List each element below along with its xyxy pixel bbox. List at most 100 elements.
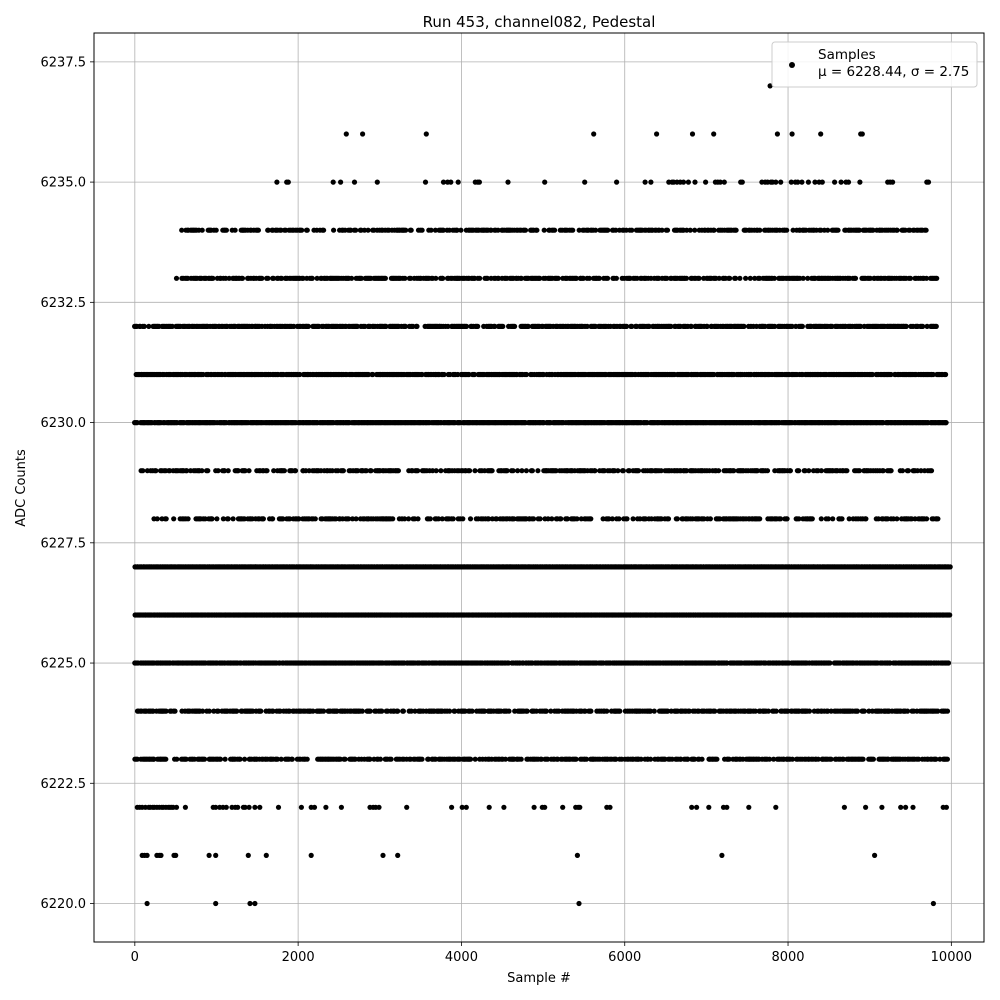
data-point xyxy=(624,516,630,522)
data-point xyxy=(576,227,582,233)
data-point xyxy=(440,227,446,233)
data-point xyxy=(467,516,474,522)
data-point xyxy=(441,371,447,378)
data-point xyxy=(154,516,160,522)
data-point xyxy=(163,516,169,522)
data-point xyxy=(223,227,229,233)
data-point xyxy=(338,179,344,185)
data-point xyxy=(408,275,414,281)
data-point xyxy=(522,227,529,233)
data-point xyxy=(402,275,408,281)
data-point xyxy=(805,275,811,281)
data-point xyxy=(809,516,815,522)
data-point xyxy=(330,179,336,185)
data-point xyxy=(741,323,747,329)
data-point xyxy=(818,131,824,137)
data-point xyxy=(232,227,238,233)
data-point xyxy=(171,516,177,522)
data-point xyxy=(806,468,812,474)
data-point xyxy=(246,468,252,474)
data-point xyxy=(415,516,421,522)
data-point xyxy=(382,275,388,281)
data-point xyxy=(500,323,506,329)
data-point xyxy=(519,468,525,474)
data-point xyxy=(414,323,420,329)
data-point xyxy=(406,516,412,522)
data-point xyxy=(688,323,694,329)
data-point xyxy=(689,131,696,137)
data-point xyxy=(210,275,216,281)
data-point xyxy=(270,516,276,522)
data-point xyxy=(739,179,745,185)
data-point xyxy=(716,275,722,281)
data-point xyxy=(552,227,558,233)
data-point xyxy=(440,179,447,185)
data-point xyxy=(383,323,389,329)
data-point xyxy=(408,227,414,233)
data-point xyxy=(799,323,806,329)
data-point xyxy=(199,468,205,474)
data-point xyxy=(349,275,355,281)
data-point xyxy=(448,179,454,185)
data-point xyxy=(265,275,271,281)
data-point xyxy=(304,227,310,233)
data-point xyxy=(205,468,211,474)
data-point xyxy=(733,227,739,233)
data-point xyxy=(704,323,710,329)
data-point xyxy=(179,227,185,233)
data-point xyxy=(584,323,590,329)
data-point xyxy=(629,323,635,329)
data-point xyxy=(613,275,620,281)
data-point xyxy=(331,227,337,233)
data-point xyxy=(239,275,246,281)
data-point xyxy=(857,179,863,185)
data-point xyxy=(788,179,794,185)
data-point xyxy=(225,516,231,522)
data-point xyxy=(684,227,690,233)
data-point xyxy=(692,179,698,185)
data-point xyxy=(711,131,717,137)
data-point xyxy=(764,468,771,474)
data-point xyxy=(863,516,869,522)
data-point xyxy=(511,323,518,329)
data-point xyxy=(570,227,576,233)
data-point xyxy=(422,179,429,185)
data-point xyxy=(368,468,374,474)
data-point xyxy=(624,323,630,329)
data-point xyxy=(687,227,693,233)
data-point xyxy=(476,179,482,185)
data-point xyxy=(818,468,825,474)
data-point xyxy=(215,468,221,474)
data-point xyxy=(907,275,914,281)
data-point xyxy=(648,179,654,185)
data-point xyxy=(796,468,802,474)
data-point xyxy=(445,323,451,329)
data-point xyxy=(830,516,836,522)
data-point xyxy=(818,516,824,522)
data-point xyxy=(867,275,873,281)
data-point xyxy=(353,227,359,233)
data-point xyxy=(542,179,548,185)
data-point xyxy=(835,227,841,233)
data-point xyxy=(757,516,763,522)
data-point xyxy=(899,468,906,474)
data-point xyxy=(140,468,146,474)
data-point xyxy=(374,179,380,185)
data-point xyxy=(924,516,930,522)
data-point xyxy=(716,468,722,474)
data-point xyxy=(531,516,537,522)
data-point xyxy=(529,468,536,474)
data-point xyxy=(737,275,743,281)
data-point xyxy=(305,323,311,329)
data-point xyxy=(614,179,620,185)
data-point xyxy=(458,227,464,233)
data-point xyxy=(419,227,425,233)
data-point xyxy=(279,275,285,281)
data-point xyxy=(752,275,758,281)
data-point xyxy=(255,227,261,233)
data-point xyxy=(467,468,473,474)
data-points xyxy=(132,83,953,907)
data-point xyxy=(226,275,232,281)
data-point xyxy=(309,275,315,281)
